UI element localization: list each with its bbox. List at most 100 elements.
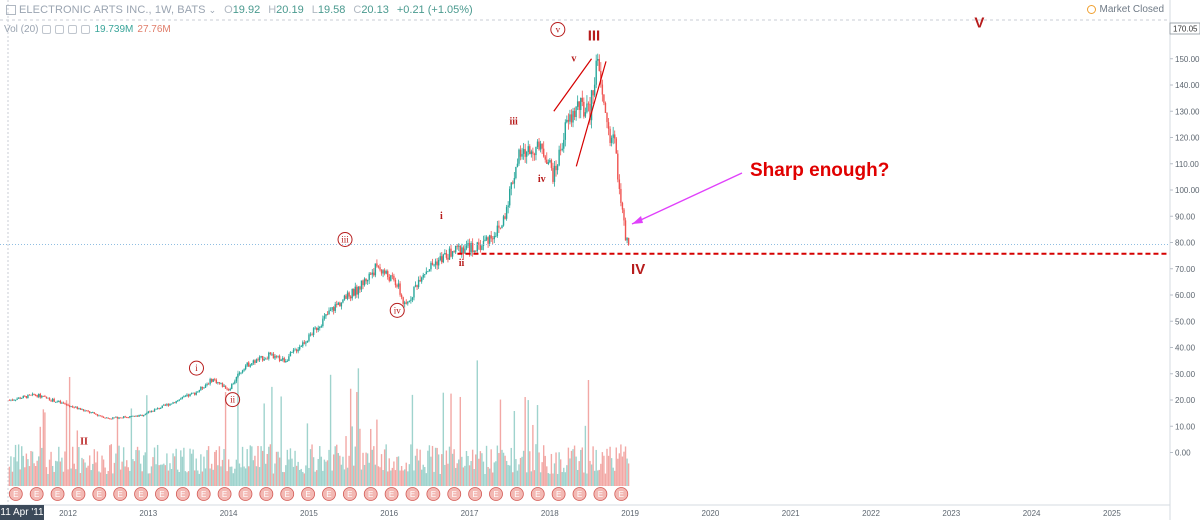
earnings-icon[interactable]: [342, 487, 357, 501]
earnings-icon[interactable]: [301, 487, 315, 501]
eye-icon[interactable]: [42, 25, 52, 34]
earnings-icon[interactable]: [363, 487, 378, 501]
candle-body: [400, 294, 403, 298]
candle-body: [441, 256, 443, 263]
earnings-icon[interactable]: [280, 487, 295, 501]
candle-body: [241, 370, 244, 373]
change-value: +0.21 (+1.05%): [396, 4, 473, 16]
volume-bar: [512, 472, 514, 486]
earnings-icon[interactable]: [614, 487, 629, 501]
candle-body: [212, 379, 214, 382]
volume-bar: [370, 428, 372, 486]
candle-body: [376, 263, 378, 267]
earnings-icon[interactable]: [134, 487, 148, 501]
wave-label: ii: [459, 258, 465, 269]
chevron-down-icon[interactable]: ⌄: [208, 4, 217, 15]
earnings-icon[interactable]: [489, 487, 503, 501]
earnings-icon[interactable]: [196, 487, 211, 501]
earnings-icon[interactable]: [71, 487, 86, 501]
volume-bar: [13, 457, 15, 486]
earnings-icon[interactable]: [238, 487, 253, 501]
y-tick-label: 60.00: [1175, 291, 1196, 300]
volume-bar: [393, 461, 395, 486]
candle-body: [226, 388, 228, 390]
earnings-icon[interactable]: [217, 487, 232, 501]
candle-body: [274, 355, 276, 359]
earnings-icon[interactable]: [322, 487, 336, 501]
candle-body: [243, 369, 245, 371]
volume-bar: [129, 470, 131, 486]
earnings-icon[interactable]: [426, 487, 441, 501]
volume-bar: [399, 470, 401, 486]
earnings-icon[interactable]: [447, 487, 462, 501]
candle-body: [258, 357, 261, 361]
candle-body: [190, 393, 193, 394]
candle-body: [303, 342, 306, 344]
volume-bar: [173, 456, 176, 486]
earnings-icon[interactable]: [175, 487, 190, 501]
earnings-icon[interactable]: [92, 487, 107, 501]
earnings-icon[interactable]: [593, 487, 608, 501]
volume-bar: [119, 469, 122, 486]
volume-bar: [251, 446, 253, 486]
volume-bar: [312, 457, 315, 486]
volume-bar: [24, 467, 26, 486]
volume-bar: [141, 471, 143, 486]
settings-icon[interactable]: [55, 25, 65, 34]
candle-body: [559, 149, 562, 151]
volume-bar: [17, 444, 20, 486]
collapse-icon[interactable]: [6, 5, 16, 15]
earnings-icon[interactable]: [551, 487, 566, 501]
earnings-icon[interactable]: [530, 487, 545, 501]
candle-body: [513, 178, 516, 184]
volume-bars: [8, 360, 630, 486]
symbol-title[interactable]: ELECTRONIC ARTS INC., 1W, BATS: [19, 4, 206, 16]
volume-bar: [343, 469, 346, 486]
wave-label: i: [440, 211, 443, 222]
volume-bar: [223, 449, 225, 486]
candle-body: [323, 316, 326, 319]
close-icon[interactable]: [68, 25, 78, 34]
earnings-icon[interactable]: [50, 487, 65, 501]
volume-bar: [325, 461, 327, 486]
volume-bar: [30, 451, 32, 486]
volume-bar: [424, 467, 426, 486]
earnings-icon[interactable]: [468, 487, 483, 501]
earnings-icon[interactable]: [29, 487, 44, 501]
more-icon[interactable]: [81, 25, 91, 34]
earnings-icon[interactable]: [155, 487, 169, 501]
volume-bar: [556, 473, 559, 486]
volume-bar: [10, 456, 12, 486]
volume-bar: [468, 465, 471, 486]
candle-body: [13, 399, 15, 401]
earnings-icon[interactable]: [572, 487, 587, 501]
earnings-icon[interactable]: [8, 487, 23, 501]
volume-bar: [555, 452, 557, 486]
volume-bar: [166, 453, 168, 486]
candle-body: [536, 141, 539, 147]
candle-body: [143, 414, 145, 416]
candle-body: [261, 355, 264, 361]
time-axis[interactable]: 2012 2013 2014 2015 2016 2017 2018 2019 2020 2021…: [0, 504, 1170, 518]
earnings-icon[interactable]: [405, 487, 420, 501]
volume-bar: [96, 451, 99, 486]
price-axis[interactable]: 150.00 140.00 130.00 120.00 110.00 100.00 90.0…: [1169, 0, 1200, 520]
volume-bar: [513, 411, 516, 486]
volume-bar: [578, 461, 580, 486]
earnings-icon[interactable]: [509, 487, 524, 501]
volume-bar: [345, 436, 347, 486]
candle-body: [336, 304, 338, 306]
candle-body: [71, 406, 74, 408]
earnings-icon[interactable]: [384, 487, 399, 501]
candle-body: [601, 84, 604, 95]
volume-bar: [50, 451, 52, 486]
earnings-label: E: [201, 490, 206, 499]
volume-bar: [581, 447, 583, 486]
candle-body: [244, 365, 247, 370]
volume-label[interactable]: Vol (20): [4, 24, 39, 35]
earnings-icon[interactable]: [259, 487, 274, 501]
volume-bar: [402, 470, 404, 486]
earnings-icon[interactable]: [113, 487, 128, 501]
candle-body: [110, 418, 113, 420]
